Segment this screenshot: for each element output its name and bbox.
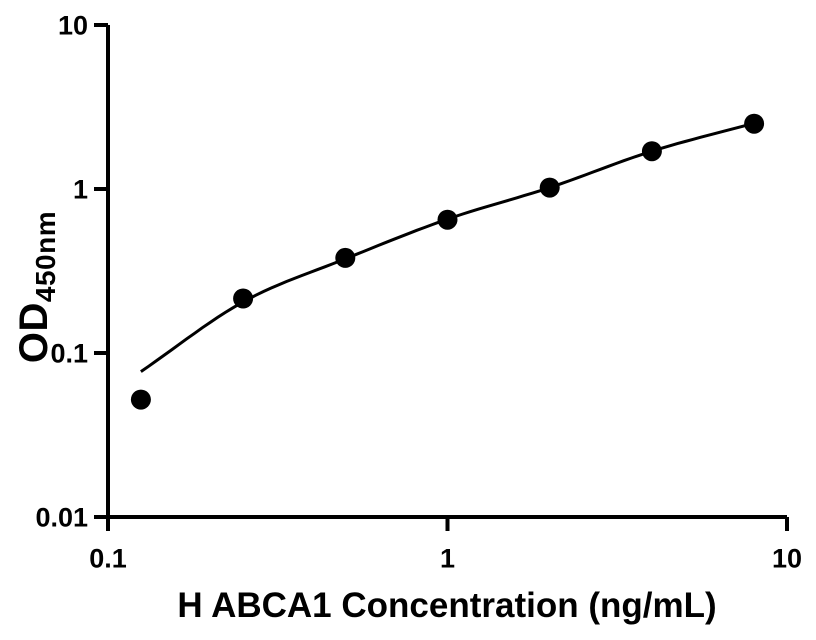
axis-spines	[106, 25, 787, 519]
data-point-marker	[437, 209, 458, 230]
x-tick-label: 1	[440, 543, 455, 573]
y-axis-label-subscript: 450nm	[30, 210, 61, 303]
y-tick-label: 0.01	[35, 503, 88, 533]
y-tick-label: 10	[58, 11, 88, 41]
data-point-marker	[641, 141, 662, 162]
fit-curve-line	[140, 121, 755, 373]
y-tick-label: 0.1	[50, 339, 88, 369]
x-axis-title: H ABCA1 Concentration (ng/mL)	[177, 586, 717, 625]
data-point-marker	[539, 177, 560, 198]
x-tick-label: 0.1	[89, 543, 127, 573]
y-tick-label: 1	[73, 175, 88, 205]
data-point-marker	[335, 247, 356, 268]
data-point-marker	[130, 389, 151, 410]
data-point-marker	[744, 113, 765, 134]
data-point-marker	[233, 288, 254, 309]
x-tick-label: 10	[772, 543, 802, 573]
y-axis-label: OD450nm	[12, 211, 62, 363]
y-axis-label-main: OD	[12, 302, 56, 364]
